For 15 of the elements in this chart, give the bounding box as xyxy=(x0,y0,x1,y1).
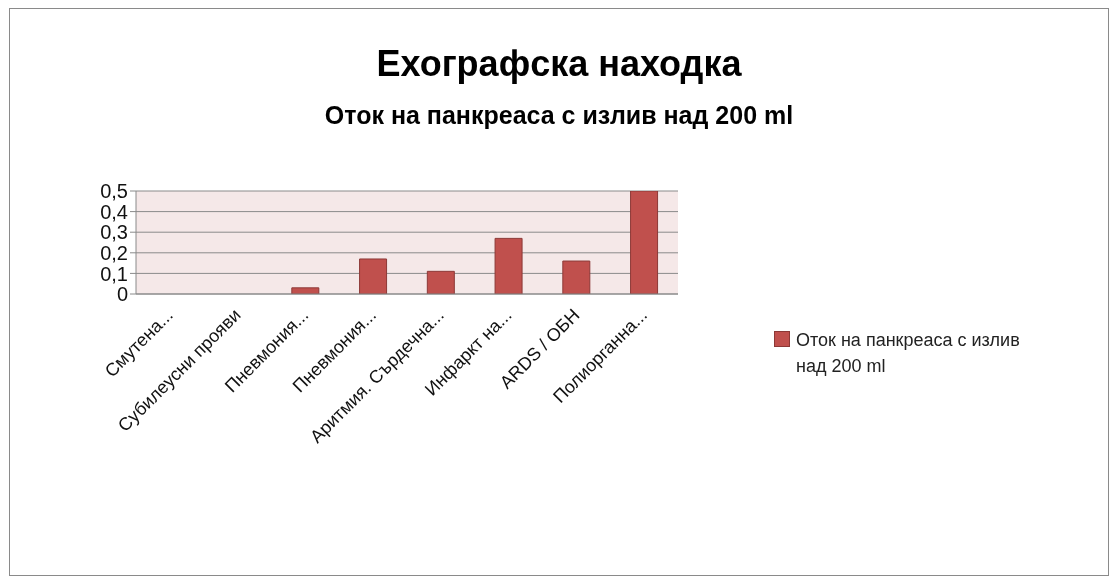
y-tick-label: 0,2 xyxy=(100,241,128,264)
y-tick-label: 0,1 xyxy=(100,262,128,285)
bar xyxy=(562,260,591,294)
chart-subtitle: Оток на панкреаса с излив над 200 ml xyxy=(323,101,795,130)
bar xyxy=(426,270,455,294)
y-tick-label: 0,4 xyxy=(100,200,128,223)
y-tick-label: 0 xyxy=(116,283,128,306)
legend-label: Оток на панкреаса с излив над 200 ml xyxy=(796,329,1021,378)
bar xyxy=(291,287,320,294)
y-tick-label: 0,3 xyxy=(100,221,128,244)
bar xyxy=(494,237,523,294)
bar xyxy=(630,191,659,294)
chart-title: Ехографска находка xyxy=(375,43,743,85)
bar xyxy=(359,258,388,294)
y-tick-label: 0,5 xyxy=(100,180,128,203)
